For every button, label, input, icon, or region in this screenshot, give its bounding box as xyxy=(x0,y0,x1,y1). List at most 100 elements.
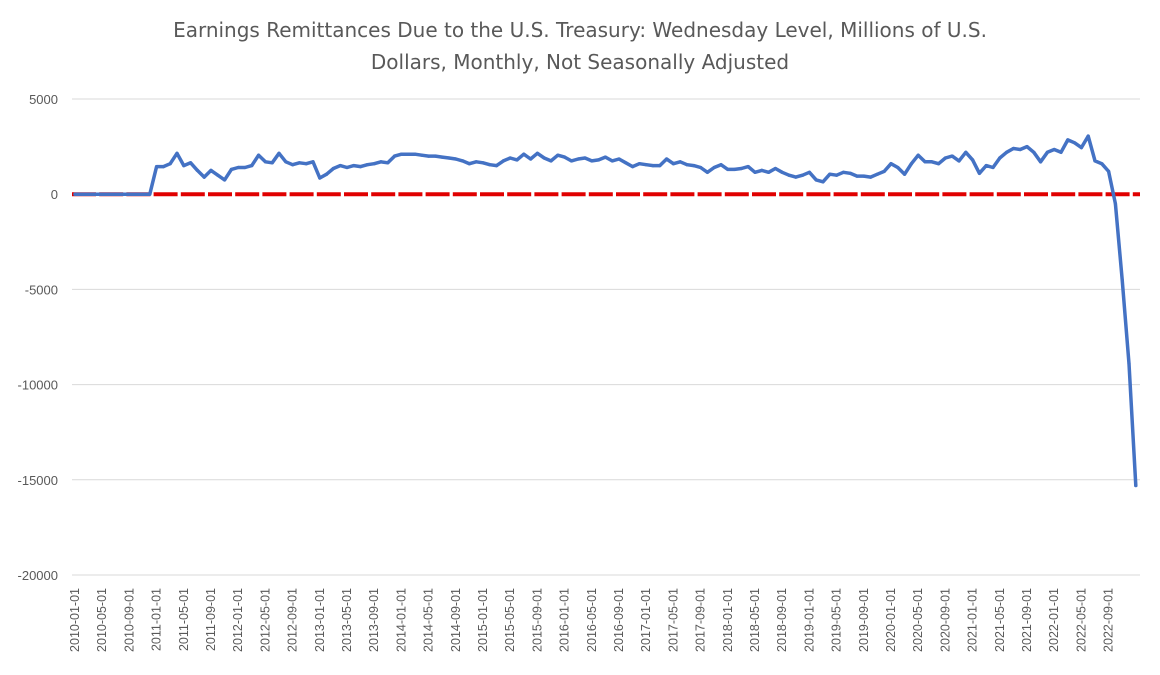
x-tick-label: 2011-05-01 xyxy=(177,588,191,651)
data-point xyxy=(189,161,193,165)
data-point xyxy=(250,164,254,168)
data-point xyxy=(699,165,703,170)
x-tick-label: 2014-01-01 xyxy=(394,588,408,652)
x-tick-label: 2012-09-01 xyxy=(286,588,300,652)
data-point xyxy=(331,166,335,171)
data-point xyxy=(549,159,553,163)
data-point xyxy=(1045,150,1049,154)
data-point xyxy=(413,152,417,156)
data-point xyxy=(399,152,403,156)
data-point xyxy=(869,175,873,179)
x-tick-label: 2017-01-01 xyxy=(639,588,653,652)
x-tick-label: 2018-01-01 xyxy=(721,588,735,652)
y-tick-label: -5000 xyxy=(25,282,58,297)
data-point xyxy=(692,164,696,168)
data-point xyxy=(304,162,308,166)
x-tick-label: 2016-01-01 xyxy=(558,588,572,652)
x-tick-label: 2021-01-01 xyxy=(966,588,980,652)
x-tick-label: 2022-09-01 xyxy=(1102,588,1116,652)
data-point xyxy=(1127,362,1131,366)
data-point xyxy=(270,161,274,165)
data-point xyxy=(257,153,261,157)
data-point xyxy=(107,192,111,196)
data-point xyxy=(127,192,131,196)
data-point xyxy=(352,164,356,168)
data-point xyxy=(372,162,376,166)
data-point xyxy=(760,168,764,172)
data-point xyxy=(488,163,492,167)
data-point xyxy=(875,172,880,176)
x-tick-label: 2016-05-01 xyxy=(585,588,599,652)
data-point xyxy=(365,163,369,167)
data-point xyxy=(624,161,628,165)
data-point xyxy=(345,165,349,170)
y-tick-label: 5000 xyxy=(29,92,58,107)
x-tick-label: 2021-05-01 xyxy=(993,588,1007,652)
data-point xyxy=(556,153,560,157)
data-point xyxy=(719,163,723,167)
x-tick-label: 2018-05-01 xyxy=(748,588,762,652)
data-point xyxy=(597,158,601,162)
data-point xyxy=(705,170,710,174)
data-point xyxy=(216,173,220,177)
x-tick-label: 2022-05-01 xyxy=(1074,588,1088,652)
data-point xyxy=(1052,147,1056,152)
data-point xyxy=(535,151,540,155)
x-tick-label: 2020-01-01 xyxy=(884,588,898,652)
data-point xyxy=(1093,159,1097,163)
data-point xyxy=(923,160,927,164)
data-point xyxy=(87,192,91,196)
data-point xyxy=(1032,150,1036,154)
data-point xyxy=(1120,278,1124,282)
data-point xyxy=(467,162,471,166)
data-point xyxy=(141,192,145,196)
data-point xyxy=(909,162,914,166)
x-tick-label: 2013-05-01 xyxy=(340,588,354,652)
x-tick-label: 2017-09-01 xyxy=(694,588,708,652)
data-point xyxy=(447,156,451,160)
data-point xyxy=(393,154,397,158)
data-point xyxy=(563,155,567,159)
data-point xyxy=(739,166,744,171)
data-point xyxy=(753,170,757,174)
x-tick-label: 2015-01-01 xyxy=(476,588,490,652)
data-point xyxy=(889,162,893,166)
data-point xyxy=(644,163,648,167)
data-point xyxy=(114,192,118,196)
data-point xyxy=(576,157,580,161)
data-point xyxy=(862,174,866,178)
data-point xyxy=(957,159,961,163)
x-tick-label: 2019-09-01 xyxy=(857,588,871,652)
data-point xyxy=(148,192,152,196)
data-point xyxy=(828,172,832,176)
data-point xyxy=(631,165,635,169)
data-point xyxy=(386,161,390,165)
data-point xyxy=(1025,145,1029,149)
data-point xyxy=(937,162,941,166)
x-tick-label: 2014-05-01 xyxy=(422,588,436,652)
data-point xyxy=(420,153,424,157)
x-tick-label: 2015-09-01 xyxy=(530,588,544,652)
data-point xyxy=(134,192,138,196)
x-tick-label: 2020-05-01 xyxy=(911,588,925,652)
data-point xyxy=(229,167,233,171)
data-point xyxy=(93,192,97,196)
data-point xyxy=(508,156,512,160)
data-point xyxy=(406,152,410,156)
data-point xyxy=(637,162,642,166)
x-tick-label: 2020-09-01 xyxy=(938,588,952,652)
data-point xyxy=(379,160,383,164)
x-tick-label: 2021-09-01 xyxy=(1020,588,1034,652)
data-point xyxy=(195,168,199,172)
data-point xyxy=(658,164,662,168)
data-point xyxy=(617,157,621,161)
data-point xyxy=(1100,162,1104,166)
y-axis-ticks: 5000 0 -5000 -10000 -15000 -20000 xyxy=(18,92,58,583)
data-point xyxy=(318,176,322,180)
data-point xyxy=(155,165,159,169)
data-point xyxy=(794,175,798,179)
data-point xyxy=(773,166,778,171)
data-point xyxy=(542,156,546,160)
data-point xyxy=(277,151,281,155)
